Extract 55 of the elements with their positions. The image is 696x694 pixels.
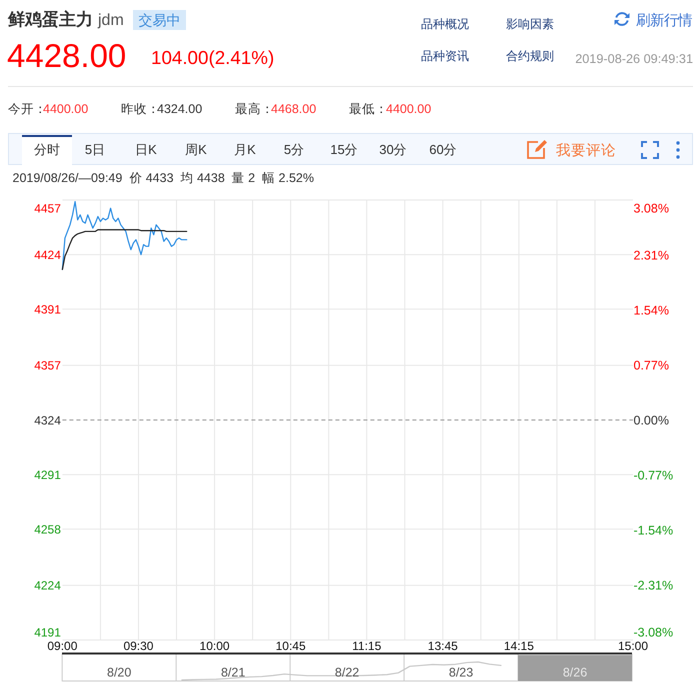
- y2-tick-label: -2.31%: [634, 578, 674, 592]
- y-tick-label: 4324: [34, 413, 62, 428]
- text: 4400.00: [43, 102, 88, 116]
- text: 我要评论: [556, 142, 616, 159]
- y2-tick-label: -1.54%: [634, 523, 674, 538]
- y2-tick-label: 0.00%: [634, 413, 669, 428]
- x-tick-label: 11:15: [352, 639, 382, 653]
- chart-subtitle: jdm: [97, 12, 124, 29]
- x-tick-label: 15:00: [618, 639, 648, 653]
- x-tick-label: 14:15: [504, 639, 534, 653]
- text: 月K: [234, 142, 256, 157]
- y-tick-label: 4391: [34, 302, 62, 316]
- y-tick-label: 4357: [34, 358, 62, 373]
- text: 交易中: [138, 12, 180, 28]
- annotation: 8/23: [448, 666, 474, 680]
- x-tick-label: 13:45: [428, 639, 458, 653]
- text: 影响因素: [506, 17, 554, 31]
- text: 104.00(2.41%): [151, 47, 274, 68]
- y2-tick-label: 0.77%: [634, 358, 669, 372]
- text: 30分: [379, 142, 407, 157]
- y-tick-label: 4191: [34, 625, 62, 640]
- y-tick-label: 4424: [34, 248, 62, 262]
- text: 刷新行情: [636, 13, 692, 29]
- text: 2019/08/26/—09:49 价 4433 均 4438 量 2 幅 2.52%: [12, 171, 314, 185]
- text: 分时: [34, 142, 60, 157]
- text: 2019-08-26 09:49:31: [575, 52, 693, 66]
- text: 60分: [429, 142, 457, 157]
- text: 品种资讯: [421, 49, 469, 63]
- y2-tick-label: 3.08%: [634, 201, 669, 216]
- x-tick-label: 10:00: [200, 639, 230, 653]
- y2-tick-label: -0.77%: [634, 468, 674, 482]
- y2-tick-label: 2.31%: [634, 248, 669, 262]
- y-tick-label: 4258: [34, 522, 62, 536]
- text: 15分: [330, 142, 358, 157]
- annotation: 8/26: [562, 666, 588, 680]
- annotation: 8/20: [107, 666, 132, 680]
- y2-tick-label: -3.08%: [634, 625, 674, 640]
- x-tick-label: 09:30: [123, 639, 154, 653]
- x-tick-label: 10:45: [276, 639, 306, 653]
- y-tick-label: 4224: [34, 578, 62, 593]
- text: 4400.00: [386, 102, 432, 116]
- text: 周K: [185, 142, 208, 157]
- text: 4428.00: [7, 37, 126, 74]
- y2-tick-label: 1.54%: [634, 303, 669, 318]
- annotation: 8/21: [220, 666, 246, 680]
- annotation: 8/22: [334, 666, 360, 680]
- y-tick-label: 4291: [34, 468, 62, 482]
- text: 日K: [135, 142, 158, 157]
- x-tick-label: 09:00: [47, 639, 78, 653]
- text: 品种概况: [421, 17, 469, 31]
- text: 5分: [284, 142, 304, 157]
- text: 合约规则: [506, 49, 554, 63]
- chart-title: 鲜鸡蛋主力: [7, 10, 93, 29]
- y-tick-label: 4457: [34, 201, 62, 216]
- text: 5日: [84, 142, 106, 157]
